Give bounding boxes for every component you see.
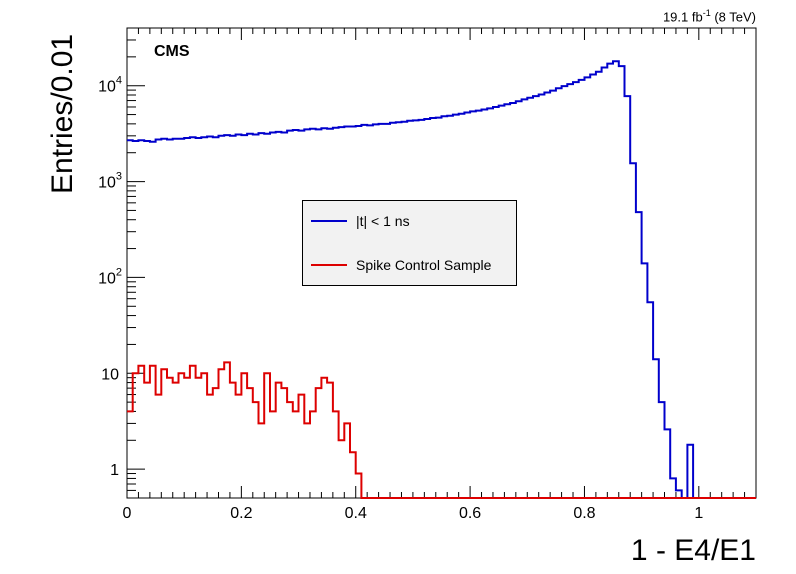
y-tick-label: 103 bbox=[98, 171, 122, 192]
x-tick-label: 0.4 bbox=[345, 505, 367, 522]
x-tick-label: 0.2 bbox=[230, 505, 252, 522]
y-tick-label: 104 bbox=[98, 75, 122, 96]
legend-label-timing: |t| < 1 ns bbox=[356, 213, 410, 229]
y-tick-label: 10 bbox=[101, 366, 119, 383]
x-tick-label: 0 bbox=[123, 505, 132, 522]
y-tick-exponent: 2 bbox=[116, 266, 122, 278]
experiment-label: CMS bbox=[154, 43, 190, 60]
x-tick-label: 0.8 bbox=[573, 505, 595, 522]
series-spike-histogram bbox=[127, 361, 756, 499]
y-tick-label: 102 bbox=[98, 266, 122, 287]
legend-label-spike: Spike Control Sample bbox=[356, 257, 492, 273]
legend: |t| < 1 ns Spike Control Sample bbox=[302, 200, 517, 286]
y-tick-label: 1 bbox=[110, 462, 119, 479]
x-tick-label: 0.6 bbox=[459, 505, 481, 522]
y-tick-exponent: 4 bbox=[116, 75, 122, 87]
x-axis-title: 1 - E4/E1 bbox=[630, 534, 756, 567]
legend-swatch-spike bbox=[311, 264, 347, 266]
y-tick-exponent: 3 bbox=[116, 171, 122, 183]
luminosity-label: 19.1 fb-1 (8 TeV) bbox=[662, 8, 756, 25]
x-tick-label: 1 bbox=[694, 505, 703, 522]
legend-entry-spike: Spike Control Sample bbox=[311, 257, 491, 273]
y-axis-title: Entries/0.01 bbox=[46, 33, 79, 194]
legend-swatch-timing bbox=[311, 220, 347, 222]
legend-entry-timing: |t| < 1 ns bbox=[311, 213, 410, 229]
series-timing-histogram bbox=[127, 60, 756, 499]
